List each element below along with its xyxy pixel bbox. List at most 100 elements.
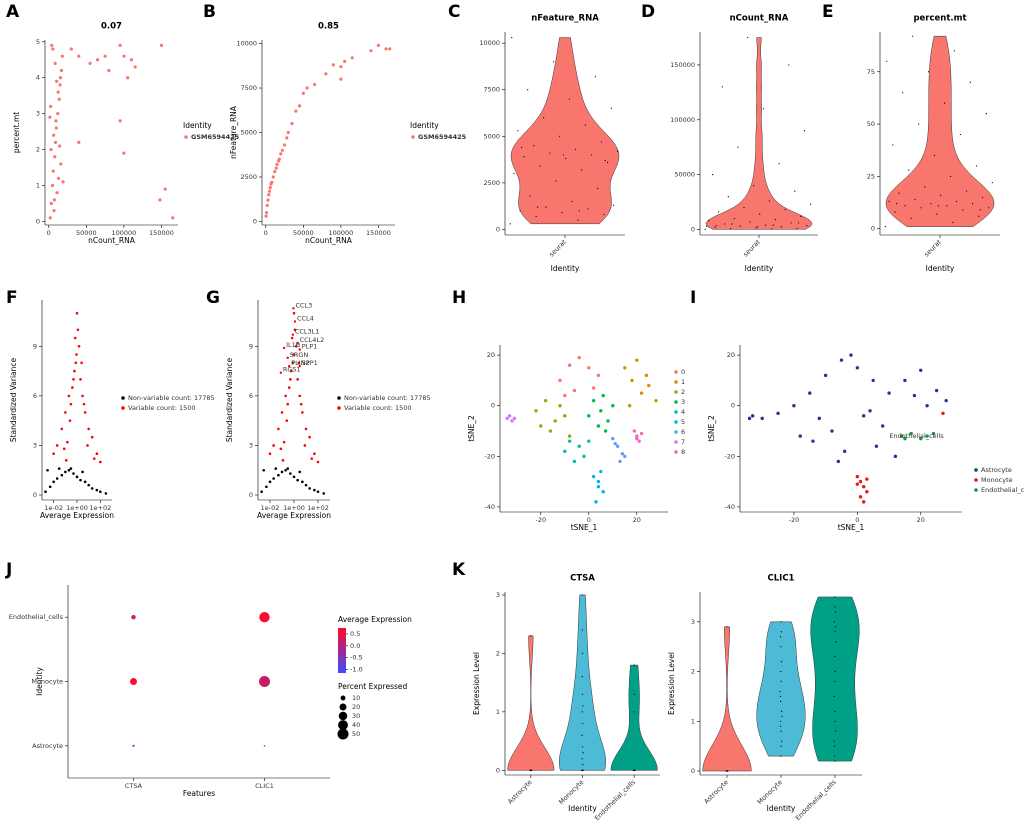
point <box>54 126 58 130</box>
point <box>530 769 532 771</box>
point <box>331 63 335 67</box>
y-tick-label: 3 <box>249 441 253 449</box>
point <box>52 209 56 213</box>
point <box>597 187 599 190</box>
point <box>388 47 392 51</box>
point <box>610 107 612 109</box>
x-tick-label: seurat <box>548 238 569 259</box>
y-tick-label: 25 <box>867 172 875 180</box>
point <box>287 386 291 389</box>
legend-marker <box>121 406 125 410</box>
point <box>959 133 962 136</box>
point <box>83 411 87 414</box>
point <box>90 487 94 490</box>
point <box>133 65 137 69</box>
point <box>781 740 783 742</box>
chart-title: CTSA <box>570 574 595 584</box>
point <box>56 176 61 180</box>
point <box>898 192 900 194</box>
point <box>268 480 272 484</box>
point <box>975 165 978 167</box>
point <box>792 404 796 408</box>
point <box>941 411 945 416</box>
point <box>708 220 710 222</box>
legend-marker <box>674 410 678 414</box>
point <box>79 478 82 482</box>
point <box>298 394 302 398</box>
point <box>64 411 67 414</box>
point <box>972 203 974 205</box>
point <box>581 693 584 695</box>
point <box>289 378 292 381</box>
point <box>727 770 729 772</box>
point <box>565 158 567 160</box>
point <box>743 206 745 209</box>
point <box>796 227 798 230</box>
legend-label: 7 <box>681 438 685 446</box>
point <box>842 449 847 453</box>
point <box>122 54 126 58</box>
annotation: PLP1 <box>302 343 318 351</box>
point <box>749 221 751 223</box>
point <box>830 429 834 433</box>
point <box>944 398 948 403</box>
panel-letter: E <box>822 2 834 22</box>
point <box>726 770 728 772</box>
y-tick-label: 7500 <box>483 86 500 94</box>
legend-title: Percent Expressed <box>338 682 408 691</box>
point <box>776 411 780 416</box>
point <box>731 223 733 225</box>
point <box>596 484 601 489</box>
point <box>985 113 987 115</box>
point <box>784 209 786 211</box>
point <box>834 596 836 598</box>
point <box>733 217 735 220</box>
point <box>46 468 49 472</box>
point <box>81 394 84 398</box>
point <box>601 490 605 494</box>
point <box>513 172 515 175</box>
point <box>865 477 869 481</box>
point <box>68 419 72 422</box>
point <box>67 394 71 398</box>
point <box>765 224 767 226</box>
point <box>633 711 635 713</box>
point <box>99 460 102 464</box>
x-tick-label: 50000 <box>293 229 314 237</box>
point <box>633 693 635 695</box>
point <box>639 431 644 436</box>
point <box>118 119 122 123</box>
point <box>737 146 739 148</box>
x-tick-label: 50000 <box>76 229 97 237</box>
x-tick-label: Monocyte <box>557 778 585 806</box>
point <box>72 472 75 475</box>
y-tick-label: 100000 <box>670 116 695 124</box>
point <box>290 369 293 373</box>
legend-label: 5 <box>681 418 685 426</box>
x-tick-label: Astrocyte <box>506 778 533 805</box>
annotation: CCL4L2 <box>300 336 325 344</box>
point <box>635 434 639 438</box>
x-tick-label: 0 <box>264 229 268 237</box>
y-tick-label: 10000 <box>236 40 257 48</box>
y-tick-label: 20 <box>487 351 495 359</box>
point <box>286 130 290 135</box>
point <box>715 225 717 227</box>
point <box>69 467 73 470</box>
x-axis-label: tSNE_1 <box>571 523 598 532</box>
x-tick-label: seurat <box>923 238 944 259</box>
x-tick-label: 100000 <box>111 229 136 237</box>
y-tick-label: 0 <box>496 225 500 233</box>
point <box>55 191 59 195</box>
legend-label: Endothelial_cells <box>981 486 1024 494</box>
point <box>800 215 802 217</box>
point <box>305 86 309 90</box>
point <box>308 487 311 490</box>
point <box>55 79 59 83</box>
point <box>604 159 606 162</box>
point <box>563 449 567 453</box>
x-axis-label: Identity <box>551 264 580 273</box>
point <box>536 206 539 208</box>
point <box>301 91 305 95</box>
point <box>647 383 651 388</box>
